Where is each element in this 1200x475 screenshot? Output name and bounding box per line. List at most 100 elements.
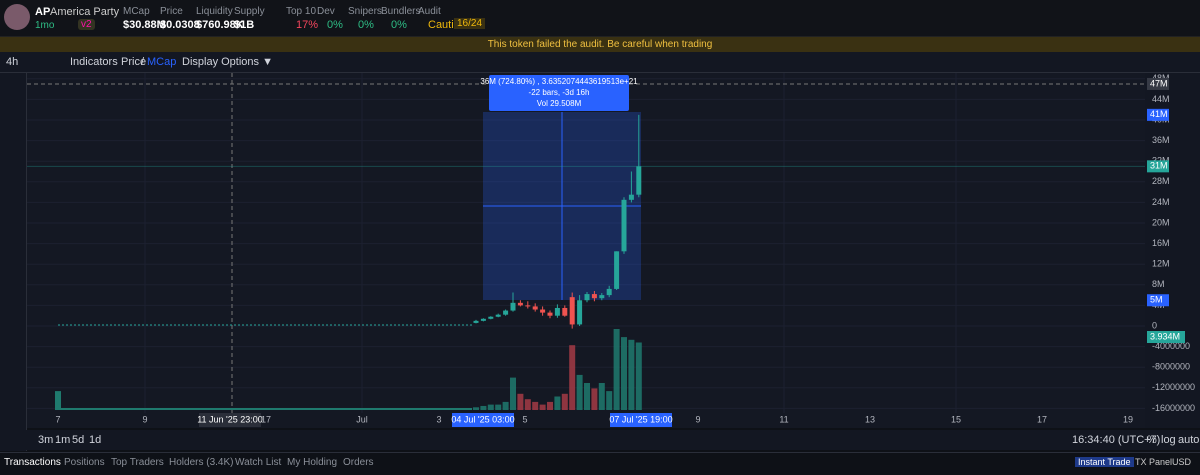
tab[interactable]: Top Traders	[111, 457, 164, 468]
tab[interactable]: Holders (3.4K)	[169, 457, 234, 468]
volume-bar	[524, 399, 531, 410]
time-label: 11	[779, 414, 788, 424]
right-tab[interactable]: Instant Trade	[1075, 457, 1134, 467]
time-label: Jul	[356, 414, 368, 424]
audit-label: Snipers	[348, 6, 382, 17]
volume-bar	[635, 342, 642, 410]
candle-body	[547, 312, 553, 316]
candle-body	[540, 309, 546, 313]
time-highlight	[610, 413, 672, 427]
price-tick-label: 28M	[1152, 176, 1170, 186]
price-marker-label: 31M	[1150, 161, 1168, 171]
candle-body	[495, 314, 501, 317]
tab[interactable]: Positions	[64, 457, 105, 468]
stat-value: $1B	[234, 19, 255, 31]
clock: 16:34:40 (UTC+7)	[1072, 434, 1161, 446]
time-label: 13	[865, 414, 875, 424]
price-marker-bg	[1147, 160, 1169, 173]
right-tab[interactable]: USD	[1172, 457, 1192, 467]
indicators[interactable]: Indicators	[70, 56, 118, 68]
volume-bar	[569, 345, 576, 410]
candle-body	[517, 302, 523, 306]
stat-value: $0.0308	[160, 19, 200, 31]
audit-value: 0%	[358, 19, 374, 31]
stat-value: $30.88M	[123, 19, 166, 31]
audit-label: Audit	[418, 6, 441, 17]
candle-body	[480, 318, 486, 321]
volume-bar	[628, 339, 635, 410]
range-button[interactable]: 3m	[38, 434, 54, 446]
price-tick-label: 12M	[1152, 259, 1170, 269]
range-button[interactable]: 1d	[89, 434, 102, 446]
avatar	[4, 4, 30, 30]
volume-bar	[561, 393, 568, 410]
auto-toggle[interactable]: auto	[1178, 434, 1200, 446]
price-tick-label: 20M	[1152, 217, 1170, 227]
display-options[interactable]: Display Options ▼	[182, 56, 273, 68]
price-tick-label: 36M	[1152, 135, 1170, 145]
audit-label: Dev	[317, 6, 335, 17]
current-label: 3.934M	[1150, 331, 1180, 341]
tab-bar: Transactions Positions Top Traders Holders …	[0, 452, 1200, 475]
time-label: 07 Jul '25 19:00	[609, 414, 672, 424]
tab[interactable]: Orders	[343, 457, 374, 468]
range-button[interactable]: 1m	[55, 434, 71, 446]
tooltip-text: 36M (724.80%) , 3.6352074443619513e+21	[480, 77, 638, 86]
candle-body	[584, 294, 590, 301]
candle-body	[636, 166, 642, 195]
price-tick-label: -16000000	[1152, 403, 1195, 413]
volume-bar	[539, 404, 546, 410]
stat-label: Price	[160, 6, 183, 17]
audit-value: 0%	[391, 19, 407, 31]
time-label: 7	[55, 414, 60, 424]
symbol: AP	[35, 6, 51, 18]
price-toggle[interactable]: Price	[121, 56, 147, 68]
tooltip-text: -22 bars, -3d 16h	[529, 88, 590, 97]
drawing-tools	[0, 73, 27, 451]
alert-bar: This token failed the audit. Be careful …	[0, 37, 1200, 52]
candle-body	[606, 288, 612, 296]
price-tick-label: 8M	[1152, 279, 1165, 289]
percent-toggle[interactable]: %	[1147, 434, 1157, 446]
right-tab[interactable]: TX Panel	[1135, 457, 1173, 467]
price-tick-label: 24M	[1152, 197, 1170, 207]
candle-body	[628, 194, 634, 200]
price-marker-label: 5M	[1150, 295, 1163, 305]
price-tick-label: 16M	[1152, 238, 1170, 248]
header: AP America Party 1mo v2	[0, 0, 1200, 37]
candle-body	[510, 302, 516, 311]
price-tick-label: -12000000	[1152, 382, 1195, 392]
price-marker-bg	[1147, 294, 1169, 307]
time-label: 11 Jun '25 23:00	[197, 414, 263, 424]
price-tick-label: 44M	[1152, 94, 1170, 104]
stat-label: Liquidity	[196, 6, 233, 17]
tooltip-text: Vol 29.508M	[537, 99, 582, 108]
audit-value: 0%	[327, 19, 343, 31]
price-tick-label: -4000000	[1152, 341, 1190, 351]
version: v2	[78, 19, 95, 30]
toolbar: 4h Indicators Price / MCap Display Optio…	[0, 52, 1200, 73]
volume-bar	[554, 396, 561, 410]
interval[interactable]: 4h	[6, 56, 19, 68]
time-label: 9	[142, 414, 147, 424]
time-highlight	[452, 413, 514, 427]
volume-bar	[584, 383, 590, 410]
time-label: 17	[1037, 414, 1047, 424]
time-label: 3	[436, 414, 441, 424]
candle-body	[614, 251, 620, 289]
range-button[interactable]: 5d	[72, 434, 85, 446]
volume-bar	[480, 405, 487, 410]
mcap-toggle[interactable]: MCap	[147, 56, 177, 68]
candle-body	[599, 295, 605, 299]
stat-label: MCap	[123, 6, 150, 17]
token-name: America Party	[50, 6, 120, 18]
volume-bar	[473, 407, 479, 410]
chart: 48M44M40M36M32M28M24M20M16M12M8M4M0-4000…	[27, 73, 1200, 428]
tab[interactable]: Transactions	[4, 457, 61, 468]
price-marker-bg	[1147, 108, 1169, 121]
tab[interactable]: My Holding	[287, 457, 338, 468]
tab[interactable]: Watch List	[235, 457, 282, 468]
log-toggle[interactable]: log	[1161, 434, 1176, 446]
volume-bar	[495, 404, 502, 410]
